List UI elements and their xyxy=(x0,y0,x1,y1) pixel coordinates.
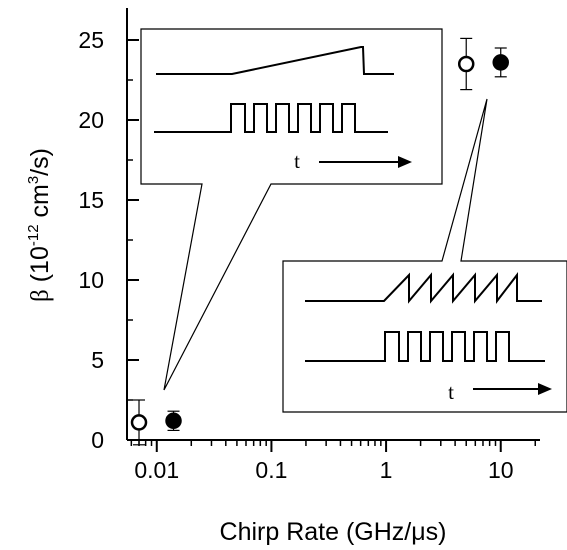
inset-high-chirp-sawtooth-trace xyxy=(305,272,542,304)
y-axis-ticks: 0 5 10 15 20 25 xyxy=(78,27,139,453)
x-tick-label: 10 xyxy=(488,457,514,483)
x-axis-label: Chirp Rate (GHz/μs) xyxy=(220,518,447,546)
filled-data-point xyxy=(492,54,509,71)
y-tick-label: 0 xyxy=(91,427,104,453)
y-tick-label: 10 xyxy=(78,267,104,293)
y-tick-label: 20 xyxy=(78,107,104,133)
y-tick-label: 25 xyxy=(78,27,104,53)
inset-low-chirp-time-arrowhead xyxy=(398,156,412,168)
x-tick-label: 0.01 xyxy=(134,457,179,483)
inset-high-chirp: t xyxy=(282,98,567,413)
open-data-point xyxy=(457,55,475,73)
y-tick-label: 5 xyxy=(91,347,104,373)
filled-data-point xyxy=(165,412,182,430)
inset-low-chirp-time-label: t xyxy=(294,149,300,173)
y-axis-label: β (10-12 cm3/s) xyxy=(25,148,54,302)
open-data-point xyxy=(130,414,148,431)
inset-high-chirp-time-arrowhead xyxy=(538,383,552,395)
x-tick-label: 1 xyxy=(380,457,393,483)
x-axis-ticks: 0.01 0.1 1 10 xyxy=(130,440,537,483)
inset-low-chirp-ramp-trace xyxy=(156,46,394,75)
y-tick-label: 15 xyxy=(78,187,104,213)
inset-high-chirp-pulse-trace xyxy=(305,331,545,362)
inset-low-chirp: t xyxy=(140,28,443,391)
inset-low-chirp-pulse-trace xyxy=(154,103,388,133)
data-points xyxy=(130,37,509,446)
inset-high-chirp-time-label: t xyxy=(448,380,454,404)
x-tick-label: 0.1 xyxy=(255,457,287,483)
inset-low-chirp-callout xyxy=(140,28,443,391)
